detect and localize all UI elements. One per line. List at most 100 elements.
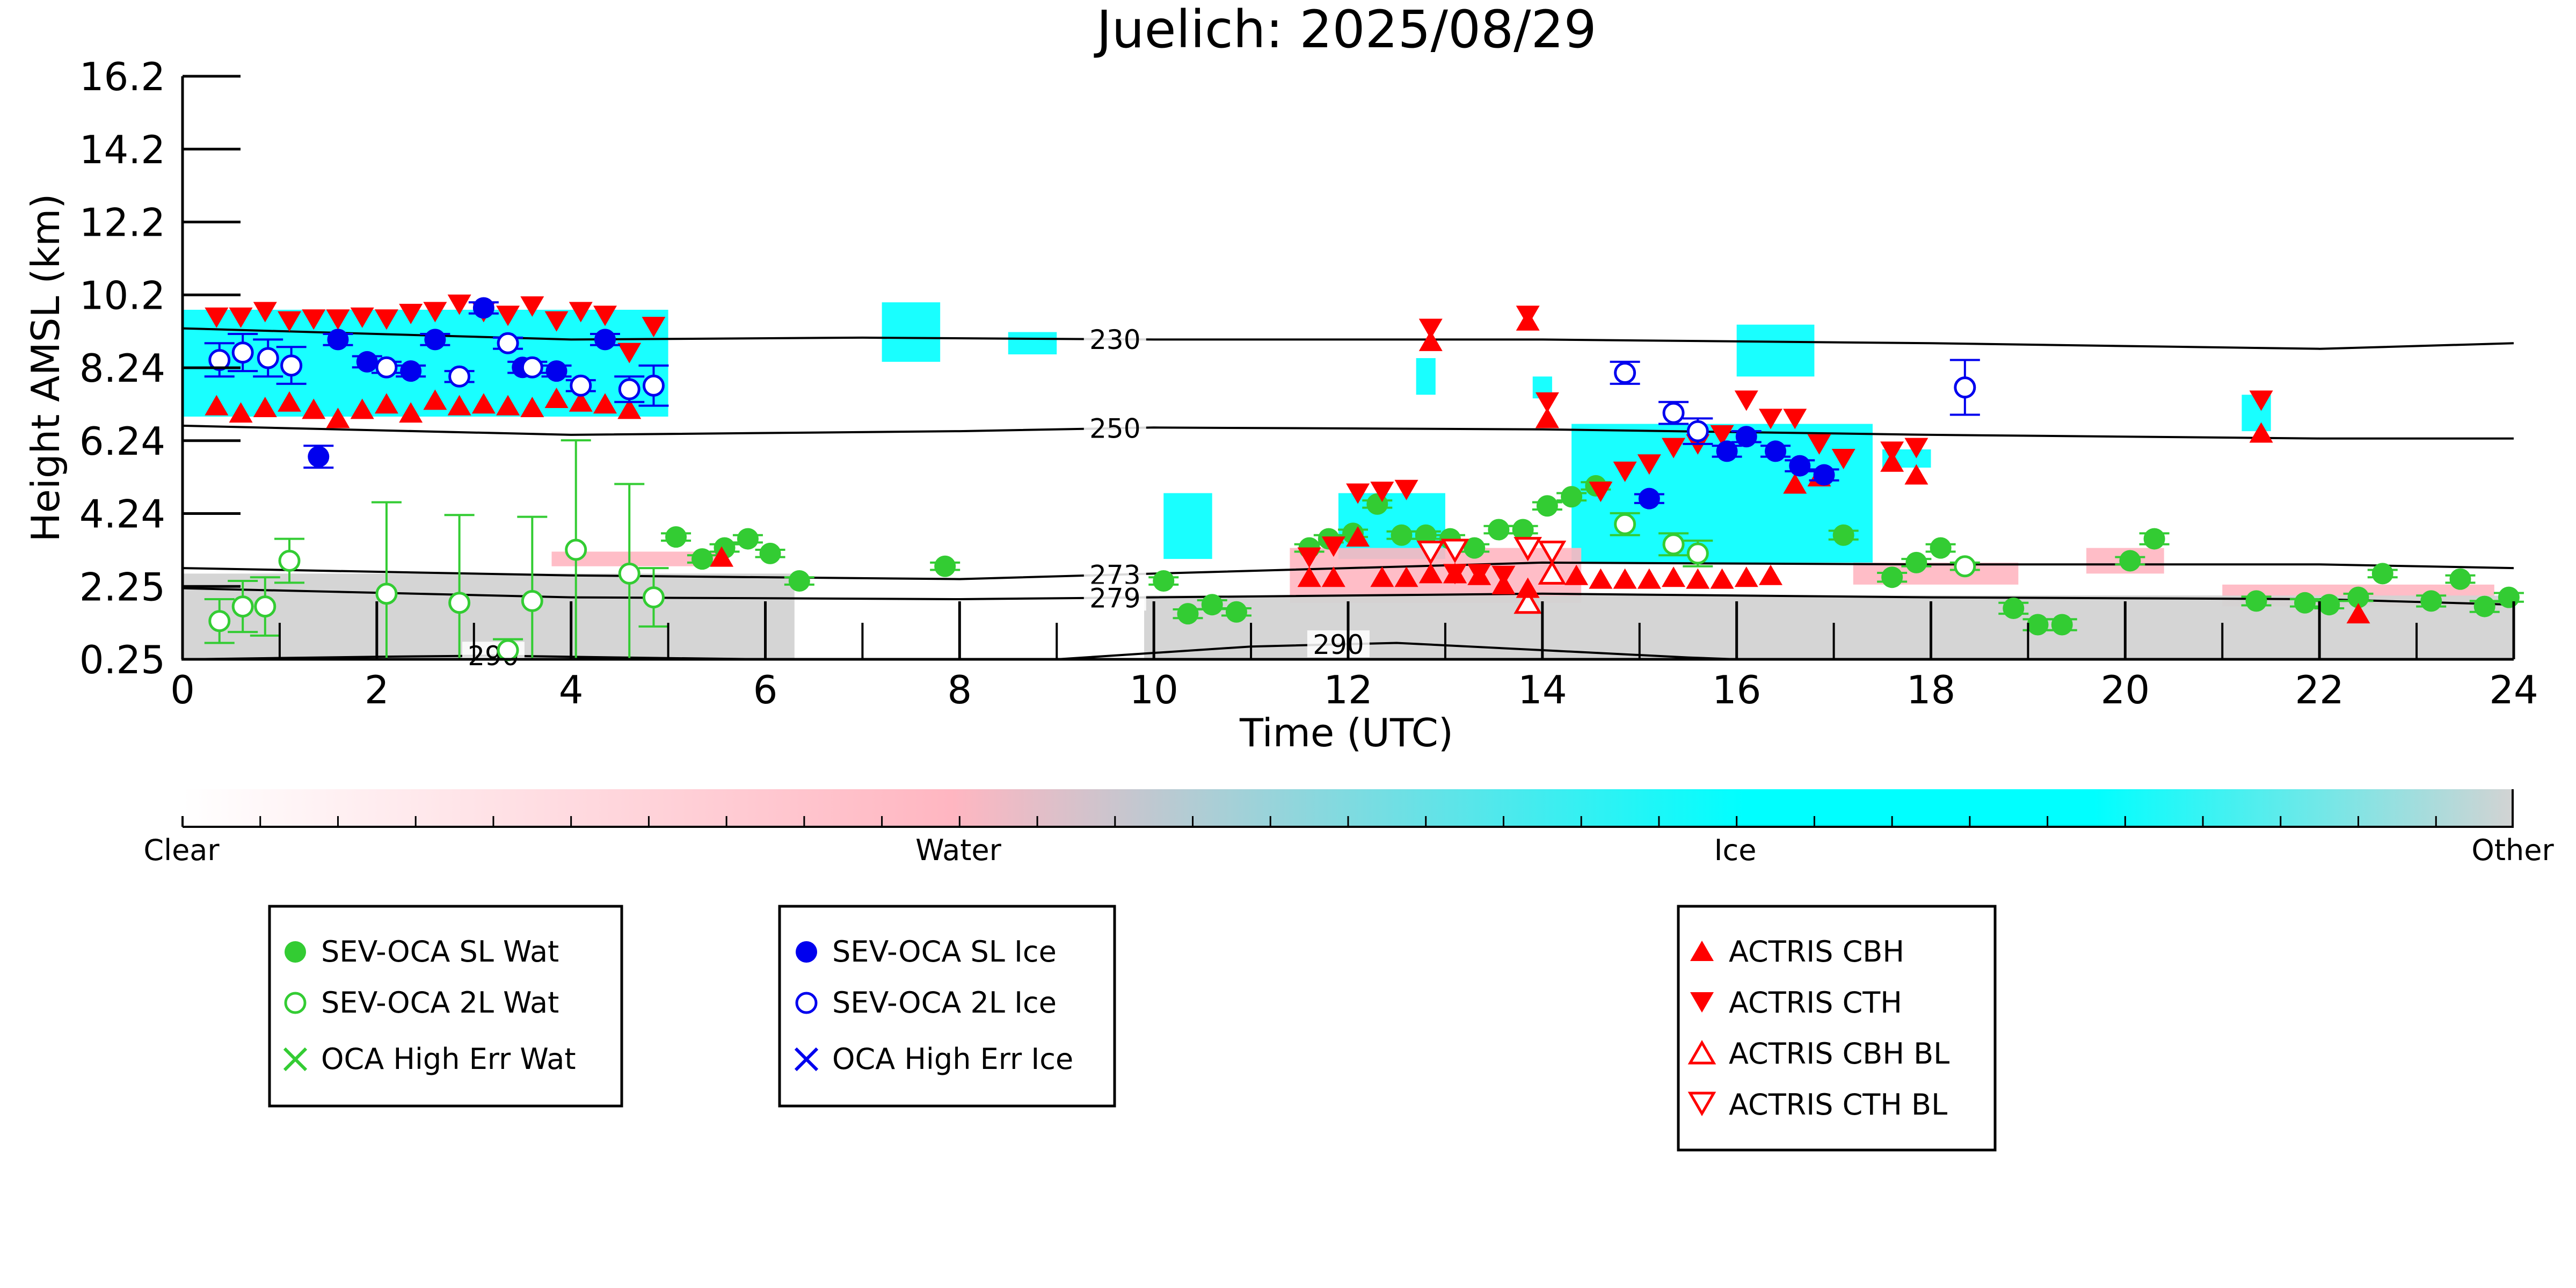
point-sev-oca-sl-wat [1201, 594, 1223, 616]
point-actris-cbh [1904, 464, 1929, 485]
legend-cth-bl-marker [1687, 1091, 1716, 1116]
legend-actris-box [1677, 905, 1997, 1152]
point-sev-oca-sl-ice [1765, 440, 1787, 462]
colorbar-label-other: Other [2471, 833, 2554, 867]
point-sev-oca-sl-wat [2027, 614, 2049, 636]
point-sev-oca-sl-ice [1735, 426, 1757, 448]
legend-cbh-label: ACTRIS CBH [1729, 935, 1904, 969]
point-actris-cth [1758, 409, 1782, 430]
point-sev-oca-sl-ice [1716, 440, 1738, 462]
point-sev-oca-sl-wat [2347, 586, 2369, 608]
point-actris-cth [423, 302, 447, 323]
isotherm-label: 290 [1313, 629, 1364, 660]
point-actris-cth [1535, 392, 1559, 413]
point-sev-oca-sl-wat [2003, 597, 2025, 619]
legend-higherr-wat-label: OCA High Err Wat [321, 1042, 576, 1076]
legend-cbh-bl-label: ACTRIS CBH BL [1729, 1037, 1949, 1071]
point-actris-cth [1807, 434, 1831, 455]
legend-water-box [268, 905, 623, 1108]
point-actris-cbh [1662, 566, 1686, 587]
point-actris-cbh [593, 393, 617, 414]
point-actris-cbh [1637, 568, 1661, 589]
point-actris-cbh [544, 388, 569, 409]
background-ice-region [1163, 493, 1212, 559]
point-actris-cth [1491, 565, 1516, 586]
point-sev-oca-2l-wat [497, 639, 519, 661]
point-actris-cth [1321, 536, 1345, 557]
x-tick-label: 6 [753, 667, 778, 712]
point-actris-cbh [253, 396, 277, 417]
point-actris-cth [1734, 390, 1758, 411]
y-tick-label: 6.24 [79, 419, 165, 464]
point-actris-cth [278, 311, 302, 332]
y-tick-label: 12.2 [79, 200, 165, 245]
point-sev-oca-sl-wat [2473, 595, 2495, 617]
point-sev-oca-2l-ice [257, 347, 279, 369]
point-sev-oca-2l-ice [280, 354, 303, 377]
x-tick-label: 10 [1129, 667, 1178, 712]
point-actris-cth [1297, 547, 1321, 568]
point-actris-cbh [1321, 566, 1345, 587]
x-tick-label: 22 [2295, 667, 2344, 712]
background-ice-region [183, 309, 668, 417]
point-actris-cbh-bl [1513, 589, 1542, 614]
isotherm-label-bg [1083, 584, 1146, 611]
point-sev-oca-2l-wat [1614, 513, 1636, 535]
point-sev-oca-sl-ice [327, 329, 349, 351]
legend-sl-wat-label: SEV-OCA SL Wat [321, 935, 559, 969]
point-actris-cbh [374, 393, 398, 414]
point-actris-cth [1637, 454, 1661, 475]
y-tick-label: 0.25 [79, 637, 165, 682]
point-sev-oca-sl-wat [1832, 524, 1854, 546]
point-sev-oca-sl-wat [2245, 590, 2267, 612]
isotherm-label-bg [1083, 325, 1146, 352]
point-sev-oca-2l-wat [254, 595, 276, 618]
x-tick-label: 2 [365, 667, 389, 712]
point-actris-cth [1443, 564, 1467, 585]
point-actris-cth [326, 309, 350, 330]
point-sev-oca-2l-ice [1686, 420, 1709, 442]
point-actris-cth [1904, 438, 1929, 459]
point-actris-cbh [1783, 473, 1807, 494]
point-actris-cbh-bl [1538, 560, 1567, 585]
y-axis-label: Height AMSL (km) [23, 194, 68, 542]
point-sev-oca-sl-ice [400, 360, 422, 382]
point-sev-oca-sl-wat [1881, 566, 1903, 588]
point-sev-oca-2l-ice [448, 365, 471, 388]
point-sev-oca-2l-wat [521, 590, 543, 612]
x-tick-label: 20 [2101, 667, 2150, 712]
point-sev-oca-sl-wat [1391, 524, 1413, 546]
legend-cbh-marker [1690, 941, 1714, 961]
point-sev-oca-2l-wat [642, 586, 665, 609]
legend-sl-wat-marker [285, 941, 306, 963]
point-actris-cth [374, 309, 398, 330]
point-actris-cbh [326, 407, 350, 428]
isotherm-label-bg [1307, 630, 1370, 658]
legend-2l-ice-marker [795, 992, 818, 1014]
point-sev-oca-sl-wat [759, 542, 781, 564]
point-sev-oca-sl-wat [2119, 550, 2141, 572]
point-actris-cbh [1418, 330, 1443, 351]
legend-cth-bl-label: ACTRIS CTH BL [1729, 1088, 1947, 1122]
legend-2l-wat-label: SEV-OCA 2L Wat [321, 986, 559, 1020]
point-actris-cth [1346, 483, 1370, 504]
y-ticks: 0.25 2.25 4.24 6.24 8.24 10.2 12.2 14.2 16.2 [79, 54, 241, 682]
point-actris-cbh [302, 398, 326, 419]
point-sev-oca-2l-ice [521, 356, 543, 379]
point-actris-cbh [1564, 564, 1589, 585]
legend-cth-marker [1690, 992, 1714, 1013]
point-sev-oca-2l-ice [1954, 376, 1976, 399]
point-actris-cbh [1394, 566, 1418, 587]
point-actris-cth-bl [1416, 540, 1445, 565]
point-sev-oca-sl-wat [691, 548, 713, 570]
point-sev-oca-sl-wat [1905, 551, 1927, 573]
legend-sl-ice-marker [796, 941, 817, 963]
point-actris-cth-bl [1513, 537, 1542, 562]
point-actris-cbh [1297, 566, 1321, 587]
point-sev-oca-2l-wat [1954, 555, 1976, 578]
legend-higherr-ice-label: OCA High Err Ice [832, 1042, 1073, 1076]
colorbar-label-water: Water [915, 833, 1001, 867]
chart-title: Juelich: 2025/08/29 [1094, 0, 1596, 60]
point-actris-cth-bl [1440, 539, 1469, 564]
point-sev-oca-sl-ice [308, 446, 330, 468]
